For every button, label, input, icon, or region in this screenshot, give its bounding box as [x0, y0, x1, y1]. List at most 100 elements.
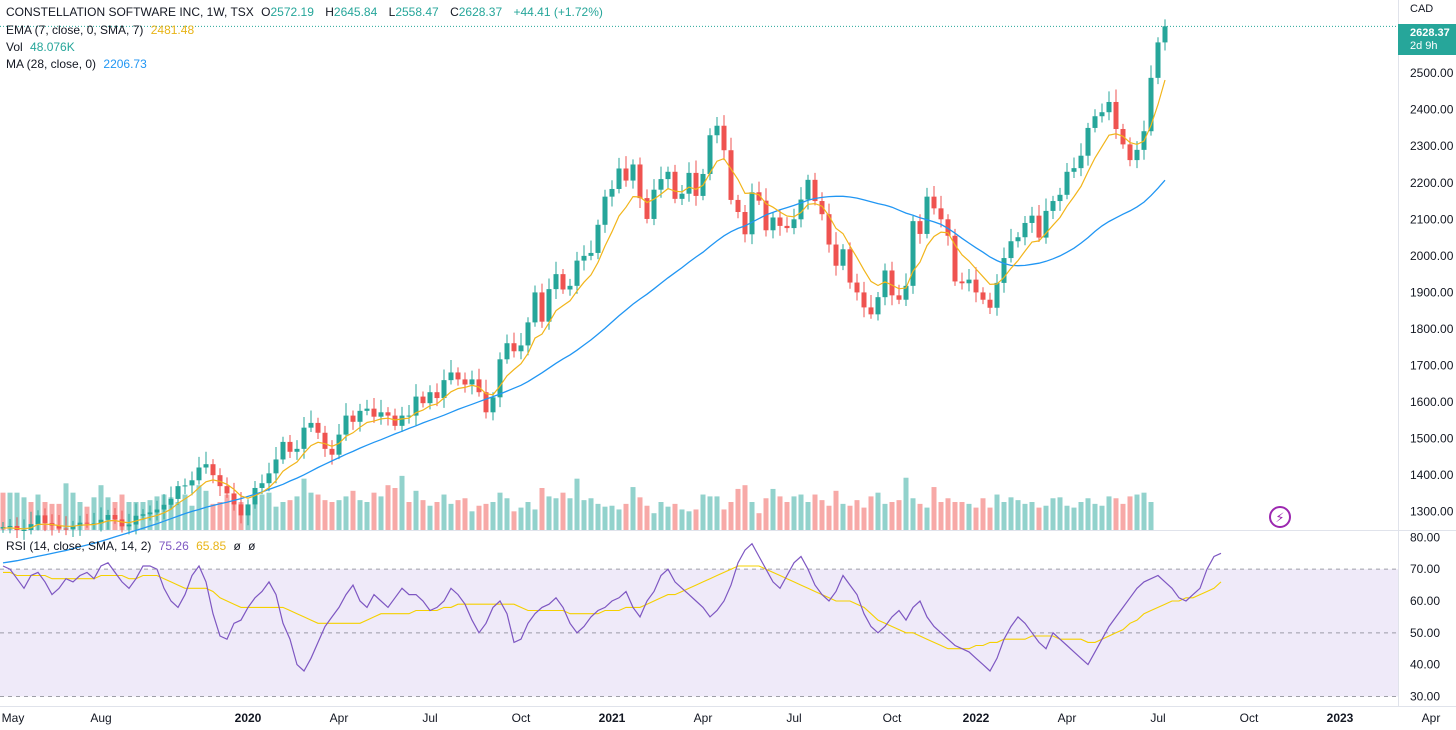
rsi-tick-label: 80.00: [1410, 530, 1440, 544]
candle: [1099, 112, 1105, 117]
candle: [518, 345, 524, 352]
candle: [1015, 237, 1021, 242]
ema-line: [2, 79, 1166, 530]
candle: [560, 274, 566, 290]
candle: [973, 279, 979, 293]
volume-bar: [630, 487, 636, 530]
price-tick-label: 2000.00: [1410, 249, 1454, 263]
symbol-title: CONSTELLATION SOFTWARE INC, 1W, TSX: [6, 5, 254, 19]
rsi-legend[interactable]: RSI (14, close, SMA, 14, 2) 75.26 65.85 …: [6, 538, 260, 555]
volume-bar: [1106, 496, 1112, 530]
candle: [749, 192, 755, 235]
candle: [770, 217, 776, 231]
candle: [35, 515, 41, 525]
price-tick-label: 2300.00: [1410, 139, 1454, 153]
candle: [210, 464, 216, 476]
volume-bar: [224, 494, 230, 530]
volume-bar: [21, 497, 27, 530]
volume-bar: [658, 502, 664, 530]
candle: [1036, 215, 1042, 238]
vol-legend[interactable]: Vol 48.076K: [6, 39, 79, 56]
price-tick-label: 2200.00: [1410, 176, 1454, 190]
candle: [168, 498, 174, 505]
volume-bar: [987, 507, 993, 530]
volume-bar: [595, 503, 601, 530]
candle: [84, 522, 90, 524]
volume-bar: [721, 509, 727, 530]
volume-bar: [231, 500, 237, 530]
volume-bar: [476, 505, 482, 530]
candle: [819, 201, 825, 215]
volume-bar: [798, 494, 804, 530]
candle: [889, 270, 895, 296]
last-price: 2628.37: [1410, 27, 1450, 39]
candle: [77, 522, 83, 526]
candle: [637, 164, 643, 199]
volume-bar: [70, 492, 76, 530]
candle: [238, 504, 244, 516]
ema-label: EMA (7, close, 0, SMA, 7): [6, 23, 144, 37]
candle: [1085, 127, 1091, 156]
candle: [350, 415, 356, 422]
candle: [994, 282, 1000, 308]
lightning-icon[interactable]: ⚡: [1269, 506, 1291, 528]
candle: [1148, 77, 1154, 132]
time-tick-label: Aug: [90, 711, 111, 725]
time-tick-label: 2023: [1327, 711, 1354, 725]
volume-bar: [1092, 503, 1098, 530]
volume-bar: [812, 494, 818, 530]
ma-legend[interactable]: MA (28, close, 0) 2206.73: [6, 56, 151, 73]
volume-bar: [896, 500, 902, 530]
candle: [189, 480, 195, 486]
candle: [476, 379, 482, 393]
time-tick-label: 2021: [599, 711, 626, 725]
volume-bar: [756, 513, 762, 530]
volume-bar: [644, 505, 650, 530]
volume-bar: [182, 494, 188, 530]
ema-value: 2481.48: [150, 23, 195, 37]
volume-bar: [700, 494, 706, 530]
candle: [812, 179, 818, 202]
volume-bar: [672, 503, 678, 530]
volume-bar: [1148, 502, 1154, 530]
rsi-ma-line: [3, 565, 1222, 650]
open-value: 2572.19: [270, 5, 314, 19]
volume-bar: [308, 492, 314, 530]
volume-bar: [854, 500, 860, 530]
volume-bar: [819, 500, 825, 530]
volume-bar: [406, 502, 412, 530]
price-tick-label: 1500.00: [1410, 432, 1454, 446]
volume-bar: [301, 478, 307, 530]
candle: [833, 244, 839, 266]
candle: [70, 525, 76, 529]
volume-bar: [889, 502, 895, 530]
volume-bar: [567, 498, 573, 530]
volume-bar: [609, 505, 615, 530]
candle: [483, 392, 489, 413]
volume-bar: [945, 498, 951, 530]
rsi-tick-label: 50.00: [1410, 626, 1440, 640]
volume-bar: [0, 492, 6, 530]
candle: [336, 434, 342, 455]
candle: [413, 396, 419, 416]
candle: [273, 459, 279, 474]
volume-bar: [749, 502, 755, 530]
volume-bar: [168, 497, 174, 530]
candle: [154, 509, 160, 513]
candle: [1001, 258, 1007, 283]
candle: [931, 196, 937, 209]
candle: [315, 422, 321, 433]
volume-bar: [217, 502, 223, 530]
candle: [392, 415, 398, 426]
candle: [322, 432, 328, 449]
ema-legend[interactable]: EMA (7, close, 0, SMA, 7) 2481.48: [6, 22, 198, 39]
candle: [1008, 241, 1014, 259]
candle: [784, 225, 790, 229]
volume-bar: [1043, 505, 1049, 530]
volume-bar: [938, 502, 944, 530]
currency-label[interactable]: CAD: [1410, 3, 1434, 15]
candle: [910, 221, 916, 286]
volume-bar: [455, 500, 461, 530]
last-price-badge: 2628.37 2d 9h: [1398, 24, 1456, 55]
